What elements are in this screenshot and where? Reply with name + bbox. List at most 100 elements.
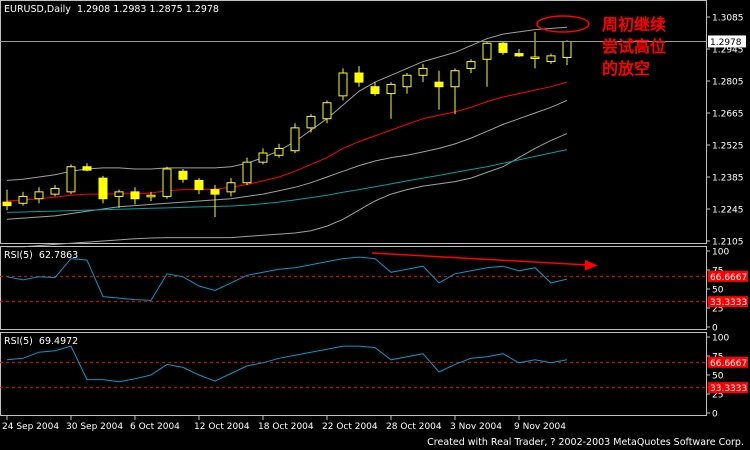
rsi-2-level-box (708, 356, 748, 368)
candle (146, 191, 156, 201)
candle (194, 178, 204, 195)
candle-body-down (210, 189, 220, 195)
rsi-1-y-tick-label: 100 (712, 248, 729, 258)
candle (370, 82, 380, 96)
rsi-panel-1-frame (0, 246, 707, 330)
candle (322, 100, 332, 124)
candle (306, 114, 316, 133)
candle (562, 40, 572, 65)
candle-body-down (354, 72, 364, 83)
candle (34, 187, 44, 204)
price-y-tick-label: 1.2385 (712, 174, 744, 184)
rsi-1-y-tick-label: 25 (712, 305, 723, 315)
candle (514, 49, 524, 57)
candle (530, 31, 540, 69)
band-lower-line (7, 133, 568, 248)
rsi-2-y-tick-label: 100 (712, 334, 729, 344)
date-axis-label: 9 Nov 2004 (514, 422, 566, 432)
rsi-2-level-box (708, 382, 748, 394)
rsi-1-level-label: 33.3333 (710, 298, 747, 308)
candle-body-down (370, 86, 380, 95)
price-panel-frame (0, 0, 707, 244)
candle-body-up (258, 152, 268, 163)
candle-body-up (450, 70, 460, 88)
candle (226, 178, 236, 197)
rsi-2-level-label: 33.3333 (710, 384, 747, 394)
rsi-1-y-tick-label: 0 (712, 324, 718, 334)
annotation-line-3: 的放空 (602, 59, 650, 78)
candle-body-up (338, 72, 348, 97)
date-axis-label: 22 Oct 2004 (322, 422, 378, 432)
candle (418, 63, 428, 83)
annotation-line-2: 尝试高位 (602, 37, 666, 56)
date-axis-label: 28 Oct 2004 (386, 422, 442, 432)
candle-body-down (434, 81, 444, 88)
candle-body-up (66, 166, 76, 193)
annotation-line-1: 周初继续 (602, 15, 666, 34)
candle (2, 189, 12, 211)
candle (82, 163, 92, 172)
candle (18, 191, 28, 206)
candle-body-down (82, 166, 92, 171)
price-y-tick-label: 1.2525 (712, 142, 744, 152)
current-price-label: 1.2978 (710, 38, 742, 48)
candle (130, 187, 140, 205)
candle-body-up (322, 102, 332, 120)
trend-arrow-line (371, 252, 589, 266)
candle-body-down (194, 179, 204, 191)
current-price-marker: 1.2978 (708, 35, 746, 48)
candle (386, 82, 396, 119)
candle-body-up (306, 115, 316, 129)
price-candles (2, 31, 572, 217)
rsi-panel-2-frame (0, 332, 707, 416)
candle-body-up (274, 147, 284, 156)
candle-body-up (34, 191, 44, 200)
price-y-tick-label: 1.2945 (712, 46, 744, 56)
candle-body-up (562, 40, 572, 58)
rsi-1-line (6, 256, 568, 301)
price-y-tick-label: 1.3085 (712, 14, 744, 24)
symbol-info: EURUSD,Daily 1.2908 1.2983 1.2875 1.2978 (4, 4, 219, 15)
rsi-1-level-box (708, 270, 748, 282)
candle-body-up (546, 55, 556, 63)
date-axis-label: 6 Oct 2004 (130, 422, 180, 432)
candle-body-up (50, 187, 60, 195)
price-panel: 1.3085 1.2945 1.2805 1.2665 1.2525 1.2385 1.22… (0, 0, 746, 248)
rsi-2-y-tick-label: 0 (712, 410, 718, 420)
candle-body-up (18, 195, 28, 204)
candle-body-up (402, 74, 412, 88)
candle-body-down (514, 53, 524, 57)
price-y-tick-label: 1.2245 (712, 206, 744, 216)
moving-average-teal-line (6, 149, 568, 213)
candle (178, 169, 188, 183)
current-price-box (708, 35, 746, 48)
date-axis-label: 30 Sep 2004 (66, 422, 123, 432)
moving-average-red-line (6, 81, 568, 202)
candle (210, 185, 220, 217)
rsi-2-line (6, 345, 568, 383)
candle (50, 185, 60, 197)
candle (338, 68, 348, 101)
candle (402, 73, 412, 94)
candle (242, 157, 252, 185)
price-y-tick-label: 1.2805 (712, 78, 744, 88)
footer-credit: Created with Real Trader, ? 2002-2003 Me… (427, 437, 744, 448)
annotation-highlight-ellipse (536, 15, 590, 33)
rsi-2-y-tick-label: 50 (712, 372, 724, 382)
candle-body-up (482, 42, 492, 60)
rsi-1-label: RSI(5) 62.7863 (4, 250, 78, 261)
candle (450, 68, 460, 115)
candle (466, 59, 476, 73)
candle-body-down (98, 177, 108, 200)
candle (290, 123, 300, 153)
price-indicators (6, 26, 568, 248)
rsi-1-y-tick-label: 50 (712, 286, 724, 296)
candle (434, 70, 444, 110)
candle-body-up (530, 56, 540, 59)
price-y-tick-label: 1.2665 (712, 110, 744, 120)
candle-body-down (498, 42, 508, 53)
date-axis-label: 18 Oct 2004 (258, 422, 314, 432)
